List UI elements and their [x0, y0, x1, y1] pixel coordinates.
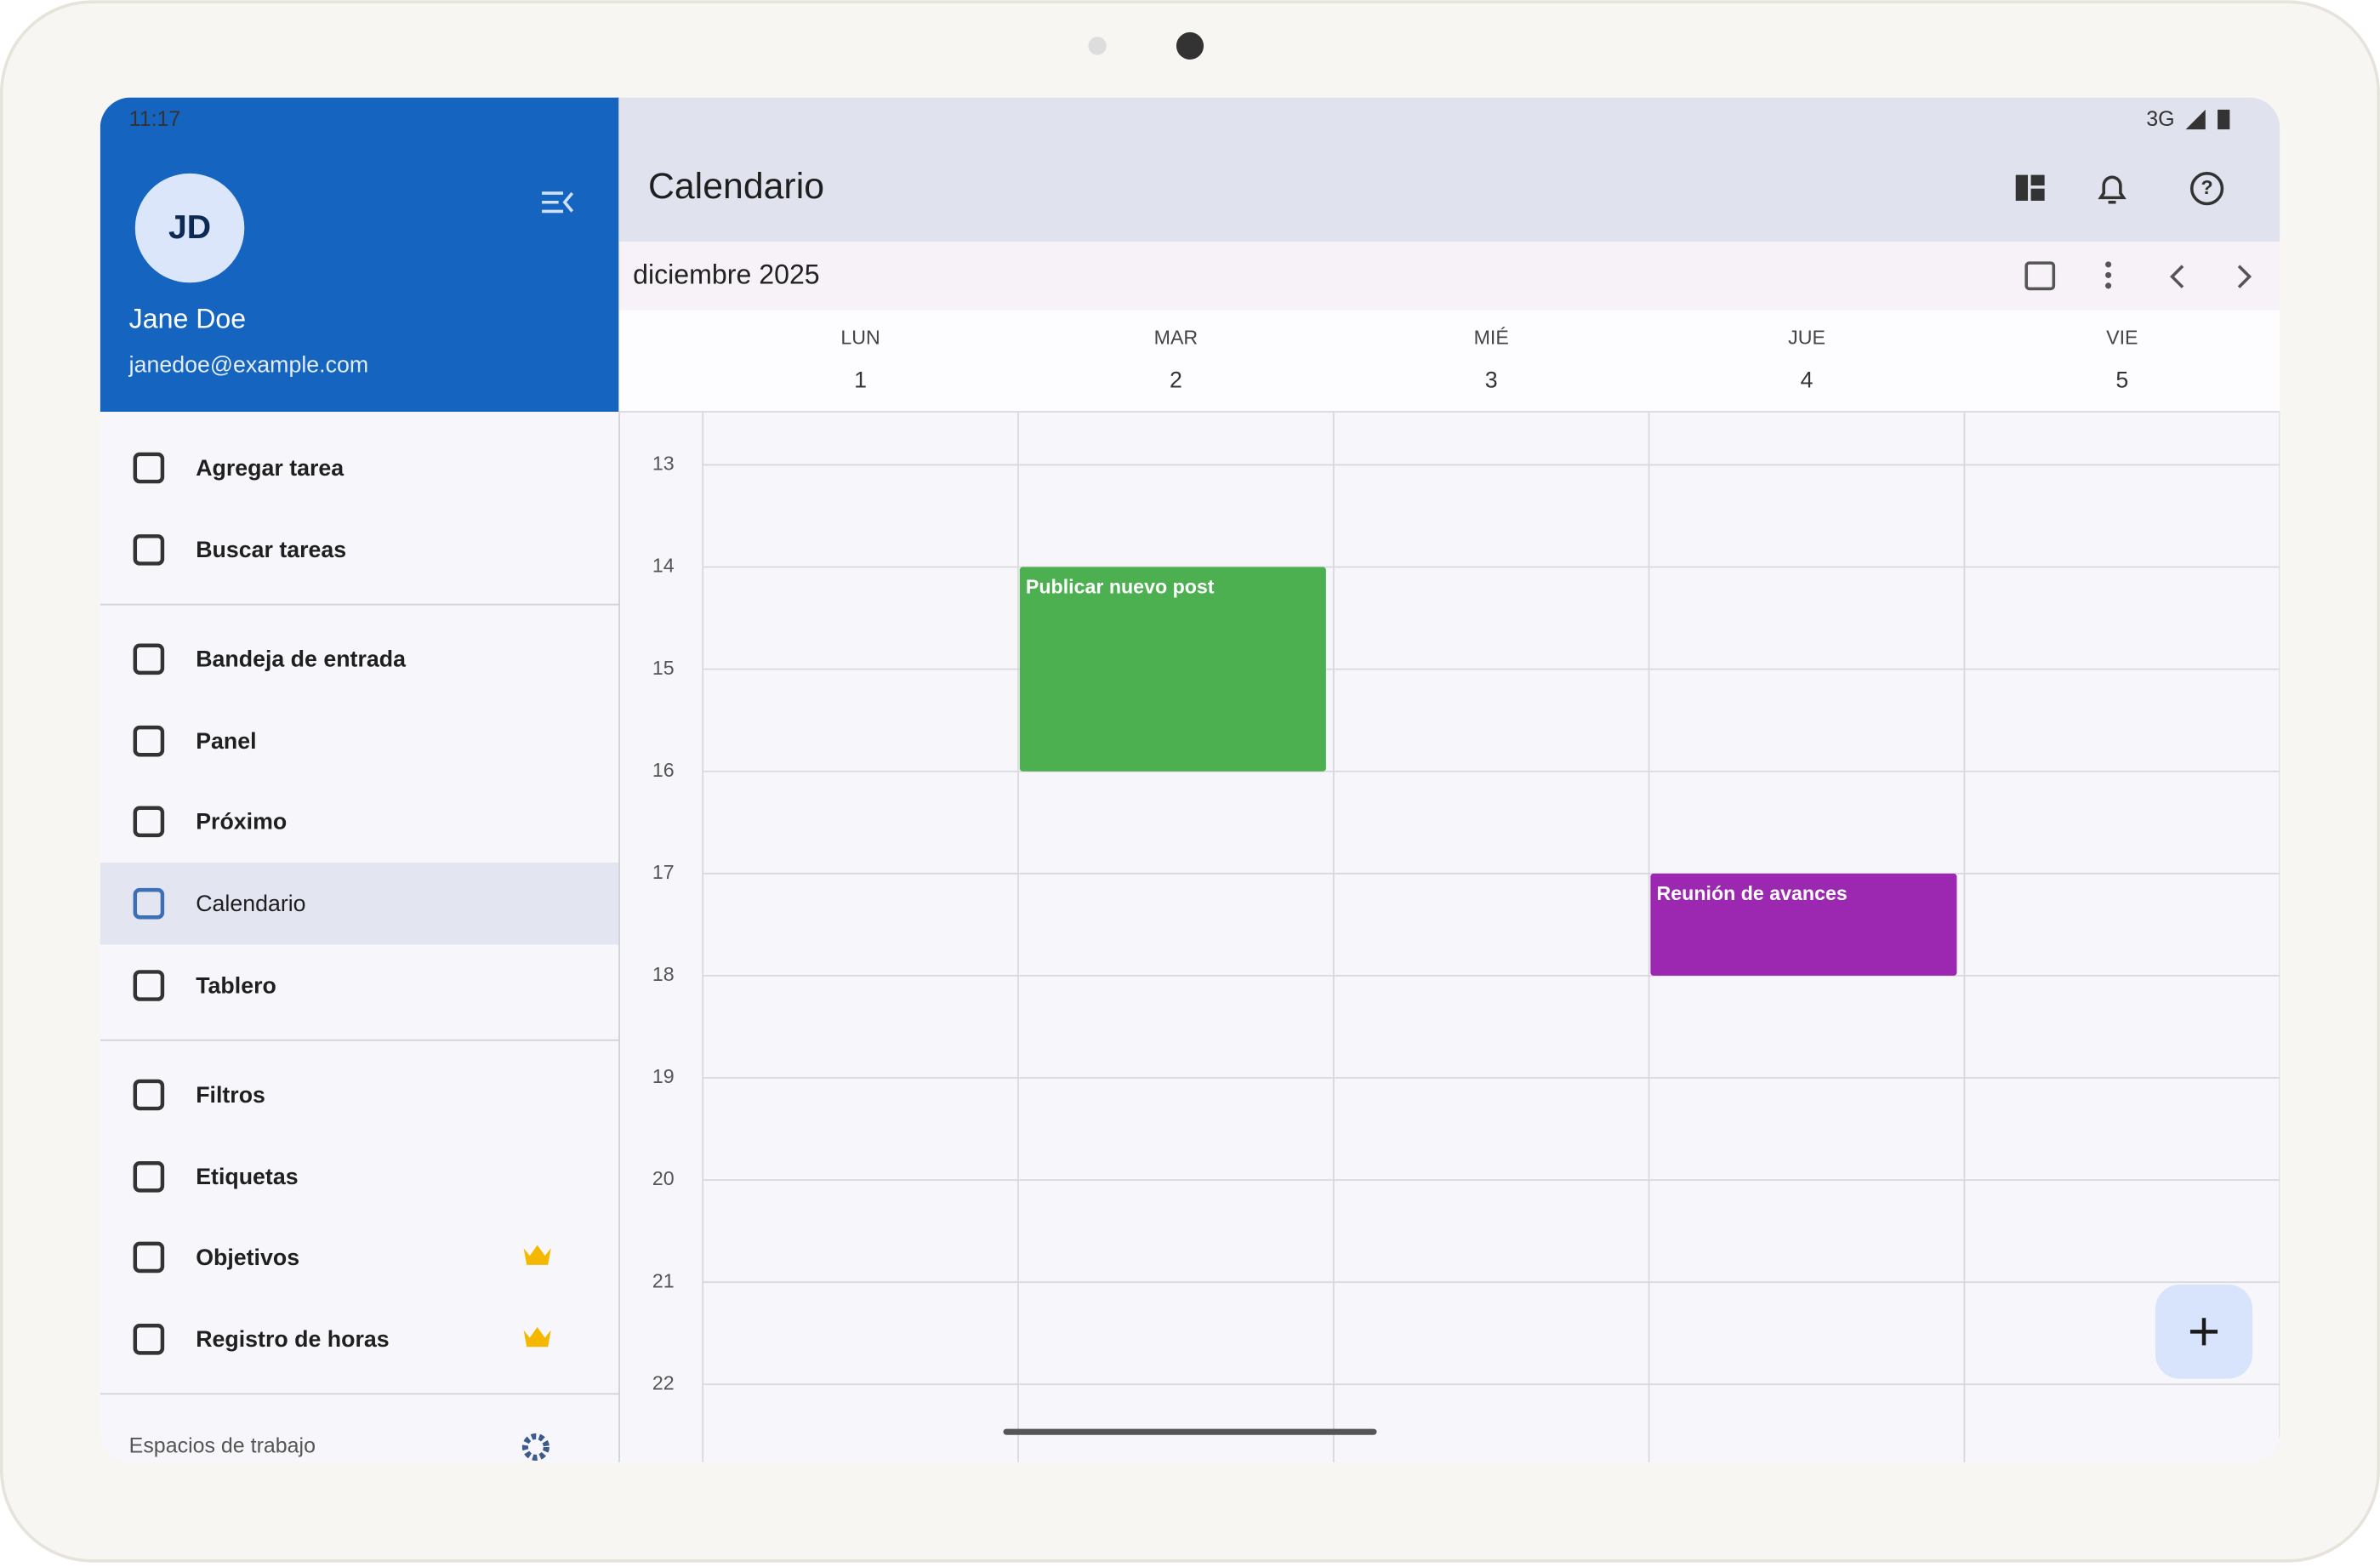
menu-icon	[133, 1241, 165, 1274]
workspaces-label: Espacios de trabajo	[129, 1434, 316, 1458]
user-name: Jane Doe	[129, 303, 246, 333]
battery	[2218, 109, 2230, 130]
menu-item[interactable]	[100, 1136, 619, 1217]
day-name: LUN	[840, 326, 880, 348]
menu-icon	[133, 1323, 165, 1355]
day-name: MIÉ	[1474, 326, 1509, 348]
menu-icon	[133, 806, 165, 838]
menu-label: Panel	[196, 728, 256, 754]
camera	[1176, 31, 1204, 60]
hour-label: 13	[652, 453, 675, 475]
menu-label: Registro de horas	[196, 1326, 389, 1352]
menu-label: Objetivos	[196, 1245, 299, 1270]
month: diciembre 2025	[633, 259, 820, 290]
initials: JD	[168, 208, 211, 246]
menu-label: Buscar tareas	[196, 537, 346, 562]
notifications-icon[interactable]	[2098, 175, 2127, 204]
menu-label: Calendario	[196, 891, 305, 916]
premium-icon	[523, 1245, 551, 1265]
app-bar	[619, 97, 2280, 242]
day-date: 4	[1801, 367, 1813, 392]
time: 11:17	[129, 107, 181, 131]
day-date: 1	[854, 367, 867, 392]
selected-bg	[100, 862, 620, 945]
screen: 11:17 JD Jane Doe janedoe@example.com Ag…	[100, 97, 2280, 1462]
next-icon[interactable]	[2237, 265, 2252, 288]
day-name: VIE	[2106, 326, 2138, 348]
network: 3G	[2146, 107, 2174, 131]
home-indicator	[1003, 1428, 1377, 1435]
menu-label: Agregar tarea	[196, 455, 344, 481]
hour-label: 19	[652, 1065, 675, 1087]
hour-label: 20	[652, 1167, 675, 1189]
day-date: 3	[1485, 367, 1498, 392]
menu-item[interactable]	[100, 1054, 619, 1136]
hour-label: 18	[652, 963, 675, 985]
menu-label: Etiquetas	[196, 1164, 298, 1189]
menu-icon	[133, 887, 165, 920]
help-mark: ?	[2201, 176, 2212, 198]
day-header	[619, 310, 2280, 412]
menu-item[interactable]	[100, 863, 619, 944]
prev-icon[interactable]	[2170, 265, 2184, 288]
day-name: MAR	[1154, 326, 1199, 348]
add-icon	[2189, 1318, 2218, 1346]
month-bar	[619, 242, 2280, 311]
menu-icon	[133, 534, 165, 566]
sensor	[1088, 37, 1107, 55]
menu-icon	[133, 452, 165, 484]
avatar	[134, 173, 245, 283]
menu-icon	[133, 725, 165, 757]
menu-label: Filtros	[196, 1082, 265, 1108]
hour-label: 14	[652, 555, 675, 577]
day-date: 2	[1170, 367, 1182, 392]
menu-item[interactable]	[100, 427, 619, 509]
collapse-icon[interactable]	[542, 191, 574, 214]
hour-label: 21	[652, 1269, 675, 1291]
hour-label: 17	[652, 861, 675, 883]
hour-label: 22	[652, 1371, 675, 1393]
menu-icon	[133, 1079, 165, 1111]
help-icon[interactable]	[2189, 172, 2224, 206]
page-title: Calendario	[648, 166, 824, 207]
dividers	[100, 603, 620, 1395]
menu-icon	[133, 970, 165, 1001]
day-date: 5	[2115, 367, 2128, 392]
menu-icon	[133, 643, 165, 675]
menu-item[interactable]	[100, 781, 619, 863]
event[interactable]	[1019, 567, 1326, 772]
menu-label: Bandeja de entrada	[196, 647, 407, 672]
day-name: JUE	[1788, 326, 1825, 348]
menu-item[interactable]	[100, 700, 619, 782]
hour-label: 16	[652, 759, 675, 781]
menu-item[interactable]	[100, 509, 619, 590]
today-icon[interactable]	[2024, 261, 2056, 291]
settings-icon[interactable]	[521, 1433, 549, 1462]
hour-label: 15	[652, 657, 675, 679]
user-email: janedoe@example.com	[128, 352, 368, 378]
premium-icon	[523, 1327, 551, 1348]
event-title: Publicar nuevo post	[1026, 576, 1215, 598]
menu-label: Tablero	[196, 972, 276, 998]
layout-icon[interactable]	[2015, 174, 2045, 201]
menu-item[interactable]	[100, 944, 619, 1026]
more-icon[interactable]	[2105, 261, 2112, 289]
event-title: Reunión de avances	[1657, 882, 1848, 904]
menu-label: Próximo	[196, 809, 287, 835]
event[interactable]	[1650, 873, 1957, 976]
menu-icon	[133, 1161, 165, 1193]
